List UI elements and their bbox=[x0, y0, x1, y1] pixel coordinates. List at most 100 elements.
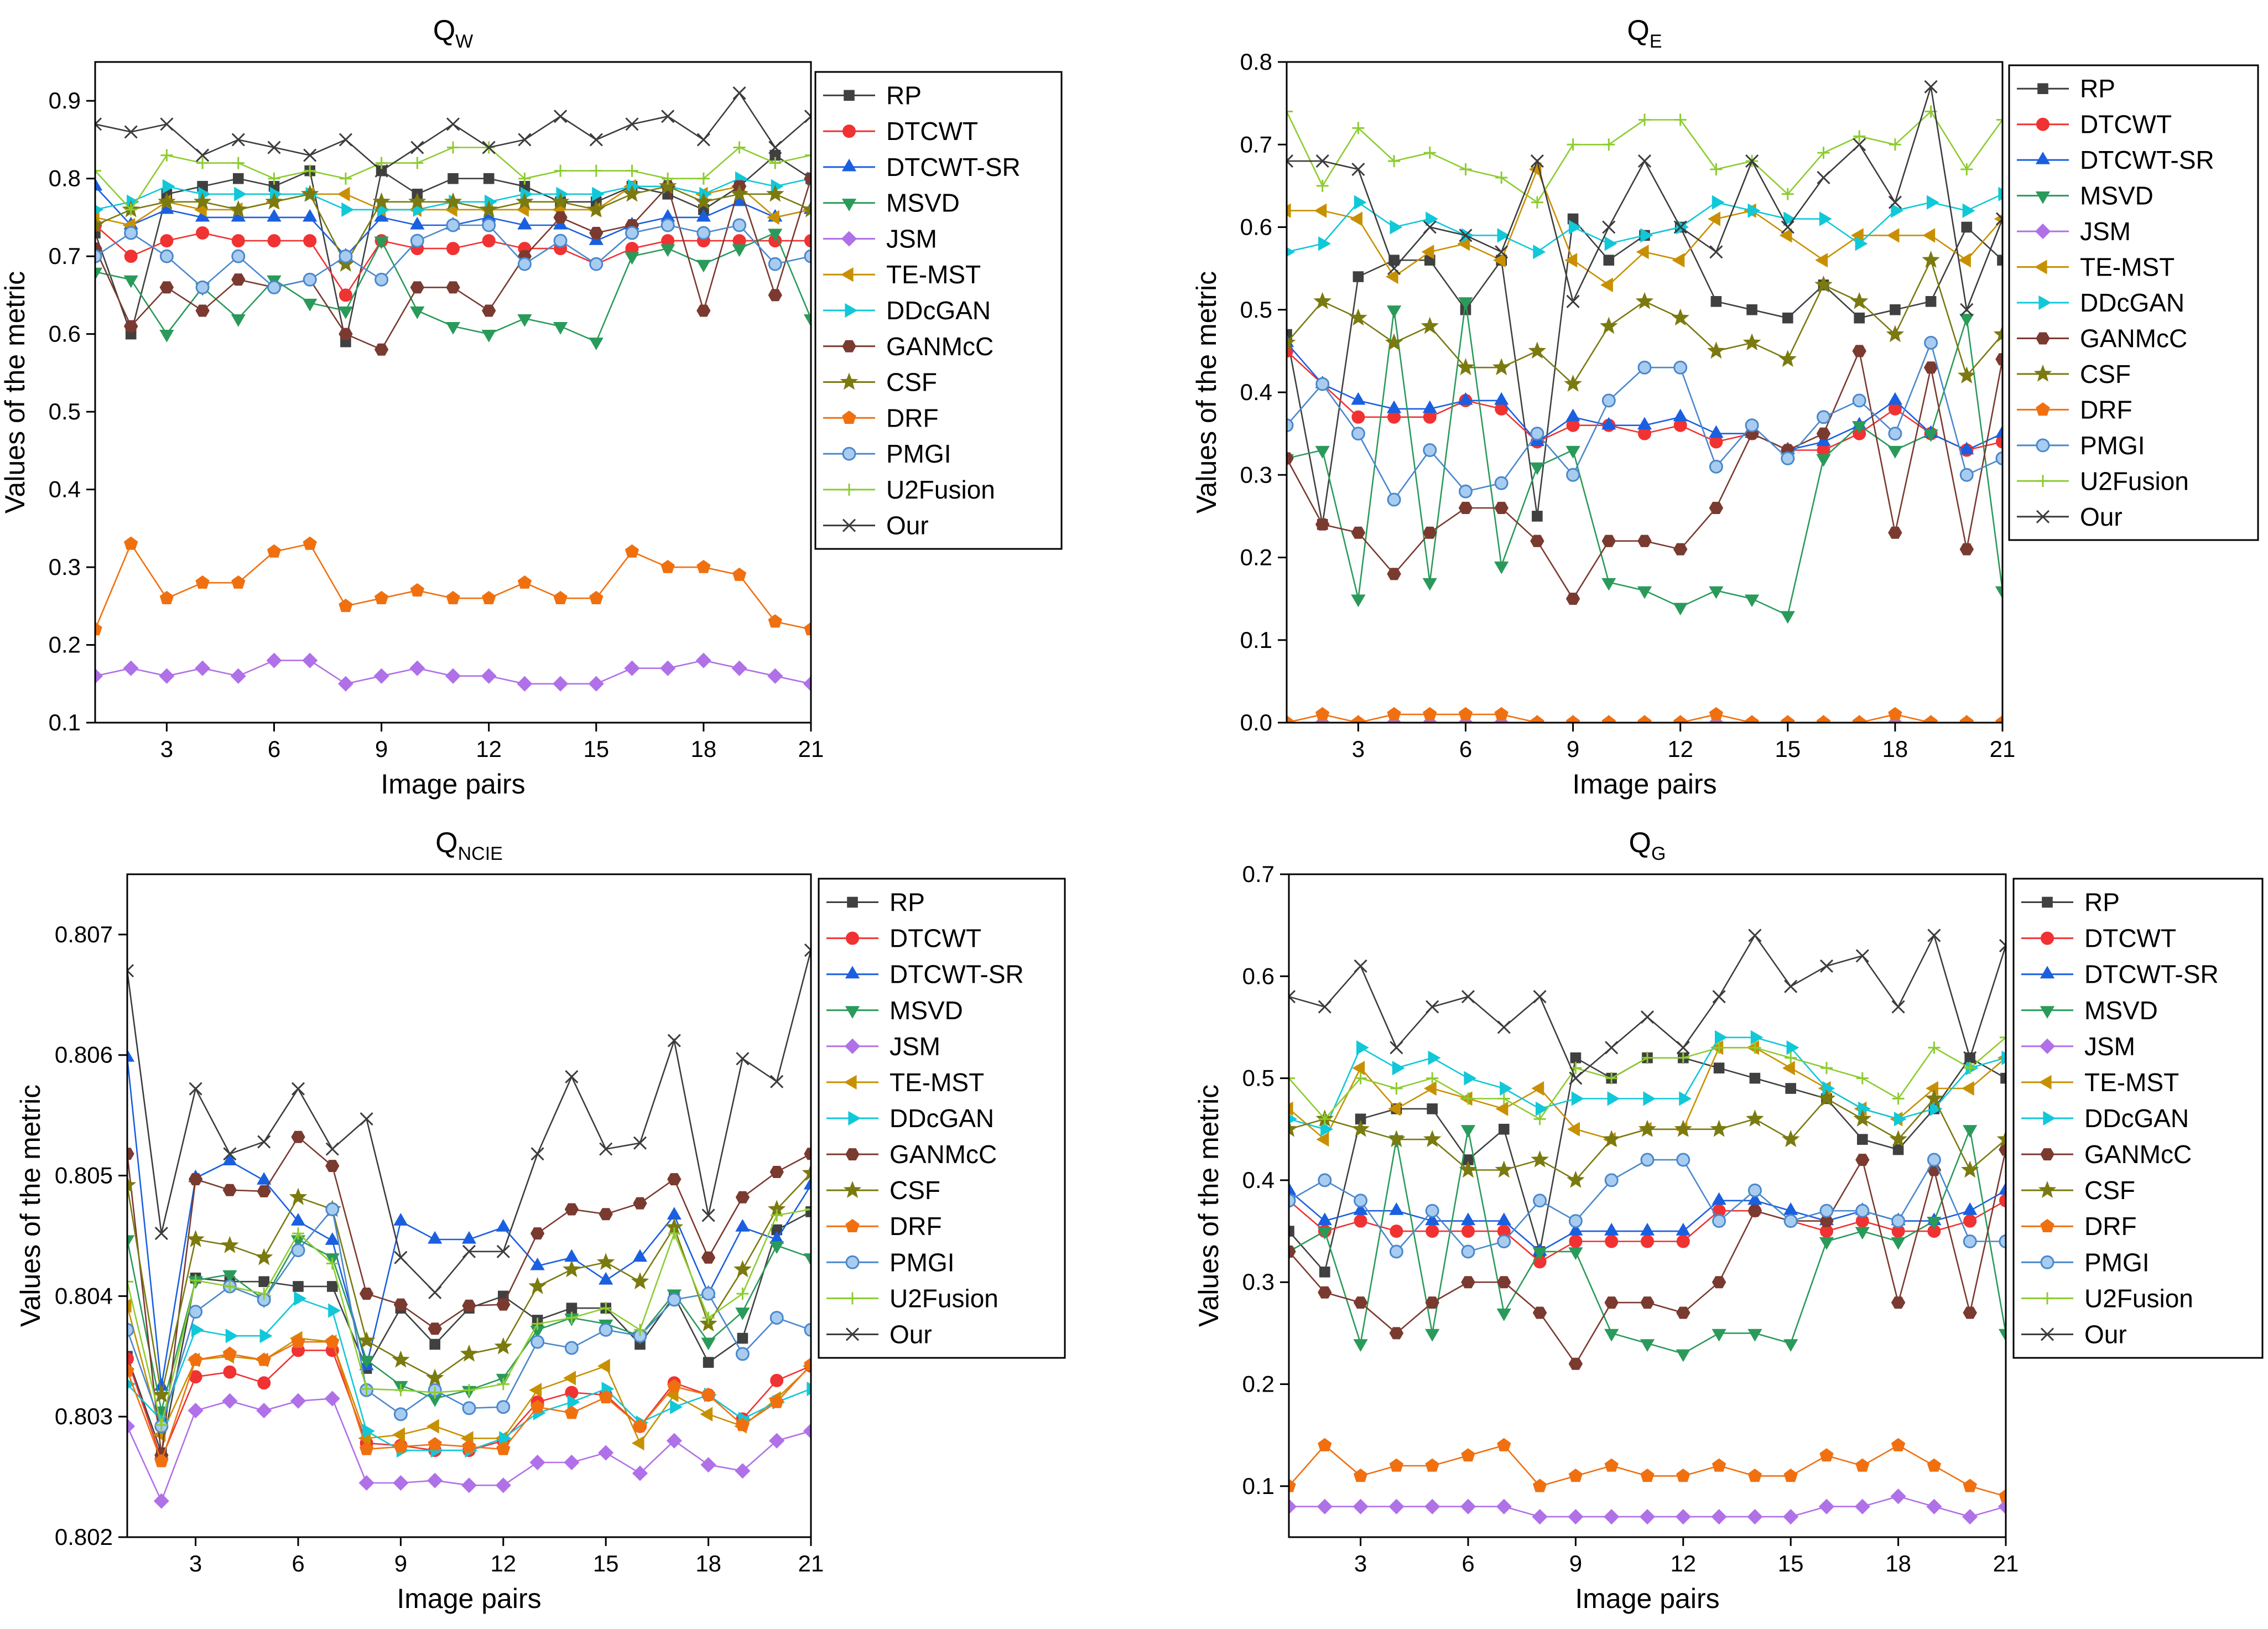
data-point-our bbox=[633, 1136, 647, 1150]
data-point-dtcwt bbox=[1999, 1194, 2006, 1207]
data-point-ganmcc bbox=[1423, 526, 1437, 539]
data-point-ganmcc bbox=[446, 281, 460, 294]
data-point-csf bbox=[1710, 1119, 1728, 1137]
data-point-csf bbox=[1528, 341, 1547, 359]
data-point-te-mst bbox=[426, 1419, 439, 1434]
data-point-msvd bbox=[1852, 421, 1867, 434]
series-ddcgan bbox=[1289, 1030, 2006, 1137]
data-point-pmgi bbox=[1745, 418, 1759, 433]
legend-marker bbox=[2035, 191, 2051, 204]
data-point-u2fusion bbox=[497, 1378, 509, 1391]
legend-label: RP bbox=[2080, 74, 2115, 103]
data-point-ganmcc bbox=[393, 1298, 408, 1311]
data-point-drf bbox=[393, 1439, 408, 1453]
x-axis-label: Image pairs bbox=[1572, 769, 1716, 800]
data-point-ddcgan bbox=[259, 1329, 273, 1343]
data-point-ganmcc bbox=[291, 1130, 305, 1143]
legend-item-csf: CSF bbox=[823, 368, 937, 397]
legend-item-msvd: MSVD bbox=[2021, 996, 2158, 1025]
legend-item-rp: RP bbox=[823, 81, 922, 110]
data-point-msvd bbox=[374, 236, 389, 250]
data-point-jsm bbox=[695, 652, 711, 668]
data-point-pmgi bbox=[482, 218, 496, 232]
data-point-pmgi bbox=[1287, 418, 1294, 433]
data-point-our bbox=[394, 1251, 408, 1264]
data-point-u2fusion bbox=[702, 1311, 715, 1324]
data-point-drf bbox=[1601, 715, 1616, 723]
data-point-jsm bbox=[769, 1433, 785, 1449]
data-point-pmgi bbox=[1289, 1194, 1296, 1208]
data-point-rp bbox=[703, 1357, 714, 1368]
data-point-jsm bbox=[153, 1493, 169, 1509]
data-point-csf bbox=[730, 184, 748, 202]
legend-marker bbox=[2038, 1181, 2057, 1198]
data-point-te-mst bbox=[1958, 253, 1971, 268]
legend-item-ganmcc: GANMcC bbox=[2017, 324, 2187, 352]
data-point-jsm bbox=[624, 660, 640, 676]
y-tick-label: 0.2 bbox=[49, 632, 81, 658]
data-point-our bbox=[1999, 938, 2006, 953]
data-point-csf bbox=[1993, 325, 2002, 343]
data-point-dtcwt-sr bbox=[1351, 392, 1366, 405]
data-point-te-mst bbox=[1492, 253, 1506, 268]
series-our bbox=[1289, 928, 2006, 1085]
x-tick-label: 18 bbox=[1882, 736, 1908, 762]
data-point-ddcgan bbox=[1750, 1030, 1764, 1045]
legend-label: GANMcC bbox=[889, 1140, 997, 1169]
plot-frame bbox=[126, 873, 812, 1538]
data-point-dtcwt-sr bbox=[127, 1049, 135, 1062]
data-point-te-mst bbox=[529, 1383, 542, 1398]
data-point-msvd bbox=[1709, 586, 1724, 599]
data-point-dtcwt-sr bbox=[1998, 1182, 2006, 1195]
data-point-ganmcc bbox=[195, 304, 210, 317]
data-point-jsm bbox=[302, 652, 318, 668]
legend-marker bbox=[844, 90, 855, 101]
data-point-ganmcc bbox=[1497, 1276, 1511, 1289]
data-point-msvd bbox=[1995, 586, 2002, 599]
legend-marker bbox=[2041, 931, 2054, 945]
legend-label: JSM bbox=[886, 224, 937, 253]
data-point-our bbox=[154, 1227, 168, 1241]
data-point-pmgi bbox=[1819, 1203, 1834, 1218]
data-point-ddcgan bbox=[1604, 236, 1617, 251]
data-point-our bbox=[1602, 220, 1616, 234]
data-point-csf bbox=[1421, 317, 1439, 334]
legend-item-ddcgan: DDcGAN bbox=[2021, 1104, 2189, 1133]
data-point-jsm bbox=[266, 652, 282, 668]
plot-area bbox=[1287, 80, 2002, 723]
data-point-drf bbox=[804, 1357, 811, 1371]
data-point-csf bbox=[336, 255, 355, 272]
data-point-drf bbox=[1891, 1438, 1906, 1451]
y-tick-label: 0.7 bbox=[1242, 861, 1275, 887]
data-point-drf bbox=[222, 1346, 237, 1360]
data-point-te-mst bbox=[1495, 1101, 1508, 1117]
data-point-drf bbox=[732, 567, 747, 581]
data-point-ganmcc bbox=[1351, 526, 1366, 539]
legend-label: DTCWT bbox=[2080, 110, 2172, 139]
data-point-u2fusion bbox=[805, 1203, 811, 1216]
legend-label: RP bbox=[2084, 888, 2120, 917]
data-point-pmgi bbox=[1783, 1214, 1798, 1228]
legend-label: PMGI bbox=[889, 1248, 955, 1277]
data-point-msvd bbox=[1496, 1308, 1511, 1321]
data-point-drf bbox=[1568, 1469, 1583, 1482]
data-point-ddcgan bbox=[567, 1394, 580, 1410]
data-point-dtcwt-sr bbox=[267, 209, 282, 222]
data-point-csf bbox=[587, 200, 606, 217]
data-point-drf bbox=[1604, 1458, 1619, 1472]
x-tick-label: 21 bbox=[798, 1550, 824, 1576]
data-point-msvd bbox=[1637, 586, 1652, 599]
data-point-pmgi bbox=[1389, 1244, 1403, 1259]
data-point-ganmcc bbox=[222, 1184, 237, 1196]
legend-item-rp: RP bbox=[2021, 888, 2120, 917]
data-point-csf bbox=[734, 1260, 752, 1278]
data-point-ganmcc bbox=[1387, 568, 1401, 580]
data-point-pmgi bbox=[303, 272, 317, 287]
data-point-drf bbox=[1494, 707, 1508, 720]
data-point-our bbox=[1924, 80, 1938, 94]
data-point-dtcwt bbox=[303, 234, 317, 248]
data-point-drf bbox=[462, 1439, 476, 1453]
legend-marker bbox=[848, 1111, 861, 1126]
data-point-pmgi bbox=[1459, 484, 1473, 499]
data-point-dtcwt-sr bbox=[735, 1218, 750, 1232]
